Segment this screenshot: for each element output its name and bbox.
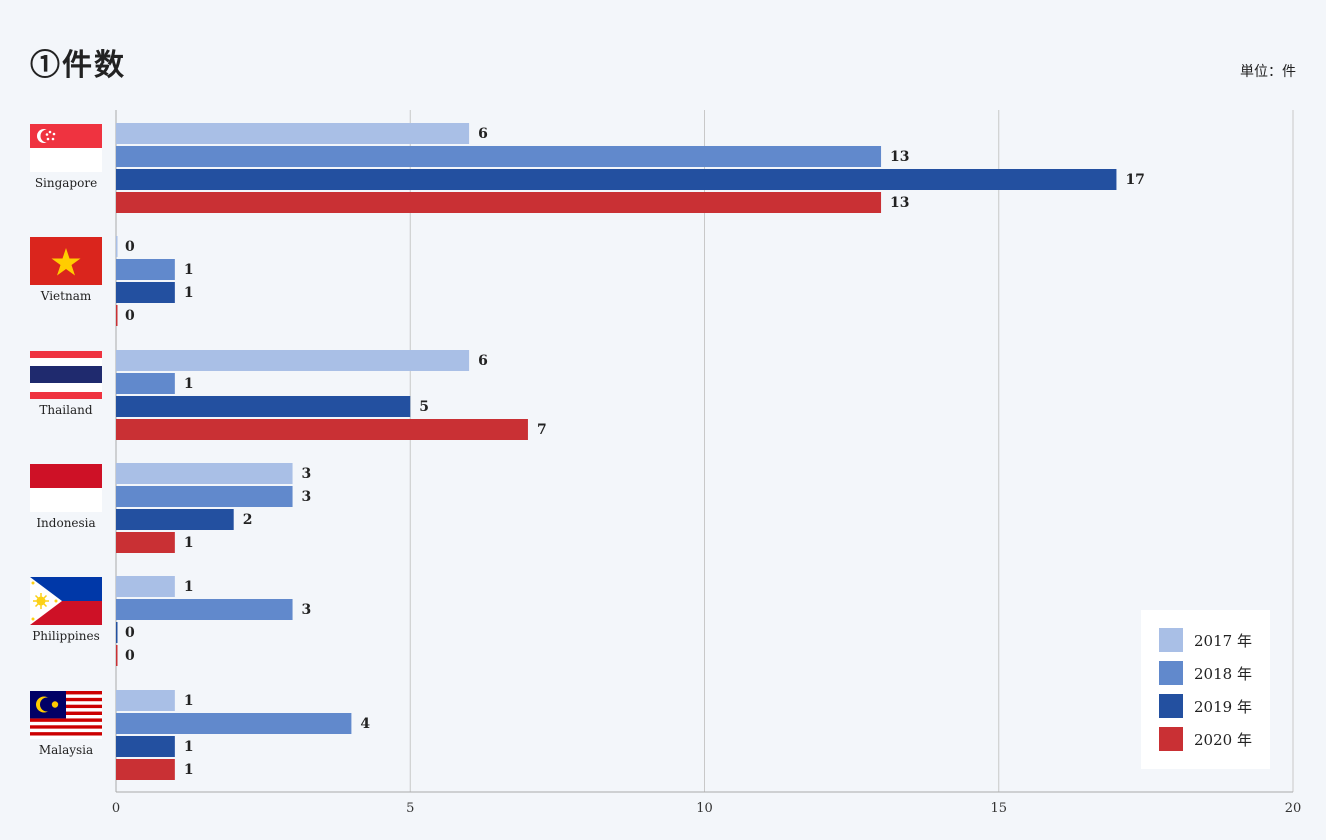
data-label-philippines-2018: 3 [302,602,312,618]
legend-swatch-2019 [1159,694,1183,718]
data-label-philippines-2017: 1 [184,579,194,595]
indonesia-flag-icon [30,464,102,512]
unit-label: 単位：件 [1240,64,1296,80]
legend-item-2017: 2017 年 [1159,628,1252,652]
bar-indonesia-2017 [116,463,293,484]
data-label-philippines-2020: 0 [125,648,135,664]
bar-malaysia-2017 [116,690,175,711]
bar-malaysia-2020 [116,759,175,780]
data-label-singapore-2019: 17 [1125,172,1144,188]
data-label-vietnam-2017: 0 [125,239,135,255]
data-label-philippines-2019: 0 [125,625,135,641]
bar-indonesia-2020 [116,532,175,553]
country-label-thailand: Thailand [39,403,93,417]
thailand-flag-icon [30,351,102,399]
bar-philippines-2020 [116,645,118,666]
data-label-indonesia-2018: 3 [302,489,312,505]
data-label-vietnam-2020: 0 [125,308,135,324]
bar-indonesia-2019 [116,509,234,530]
x-tick-label-15: 15 [990,801,1007,816]
legend-label-2017: 2017 年 [1194,631,1252,650]
bar-thailand-2020 [116,419,528,440]
legend-label-2020: 2020 年 [1194,730,1252,749]
bar-singapore-2018 [116,146,882,167]
country-label-philippines: Philippines [32,629,100,643]
data-label-indonesia-2020: 1 [184,535,194,551]
bar-singapore-2017 [116,123,470,144]
bar-vietnam-2020 [116,305,118,326]
bar-thailand-2018 [116,373,175,394]
data-label-thailand-2020: 7 [537,422,547,438]
bar-vietnam-2019 [116,282,175,303]
legend: 2017 年 2018 年 2019 年 2020 年 [1141,610,1270,769]
legend-label-2019: 2019 年 [1194,697,1252,716]
country-label-vietnam: Vietnam [40,289,92,303]
chart-title: ①件数 [30,48,126,83]
data-label-malaysia-2017: 1 [184,693,194,709]
data-label-thailand-2017: 6 [478,353,488,369]
data-label-vietnam-2018: 1 [184,262,194,278]
legend-item-2018: 2018 年 [1159,661,1252,685]
country-label-malaysia: Malaysia [38,743,94,757]
country-label-singapore: Singapore [34,176,98,190]
legend-swatch-2020 [1159,727,1183,751]
data-label-thailand-2019: 5 [419,399,429,415]
data-label-malaysia-2019: 1 [184,739,194,755]
bar-philippines-2019 [116,622,118,643]
data-label-malaysia-2018: 4 [360,716,370,732]
x-tick-label-10: 10 [696,801,713,816]
bar-thailand-2019 [116,396,411,417]
malaysia-flag-icon [30,691,102,740]
legend-swatch-2018 [1159,661,1183,685]
legend-swatch-2017 [1159,628,1183,652]
data-label-indonesia-2019: 2 [243,512,253,528]
x-tick-label-20: 20 [1285,801,1302,816]
bar-singapore-2020 [116,192,882,213]
bar-singapore-2019 [116,169,1117,190]
philippines-flag-icon [30,577,102,625]
data-label-malaysia-2020: 1 [184,762,194,778]
legend-item-2020: 2020 年 [1159,727,1252,751]
singapore-flag-icon [30,124,102,172]
data-label-vietnam-2019: 1 [184,285,194,301]
country-label-indonesia: Indonesia [36,516,96,530]
legend-label-2018: 2018 年 [1194,664,1252,683]
data-label-indonesia-2017: 3 [302,466,312,482]
x-tick-label-0: 0 [112,801,120,816]
data-label-singapore-2020: 13 [890,195,909,211]
bar-vietnam-2018 [116,259,175,280]
bar-philippines-2017 [116,576,175,597]
x-tick-label-5: 5 [406,801,414,816]
legend-item-2019: 2019 年 [1159,694,1252,718]
data-label-singapore-2018: 13 [890,149,909,165]
bar-thailand-2017 [116,350,470,371]
vietnam-flag-icon [30,237,102,285]
data-label-thailand-2018: 1 [184,376,194,392]
bar-vietnam-2017 [116,236,118,257]
bar-indonesia-2018 [116,486,293,507]
bar-malaysia-2018 [116,713,352,734]
bar-malaysia-2019 [116,736,175,757]
bar-philippines-2018 [116,599,293,620]
data-label-singapore-2017: 6 [478,126,488,142]
